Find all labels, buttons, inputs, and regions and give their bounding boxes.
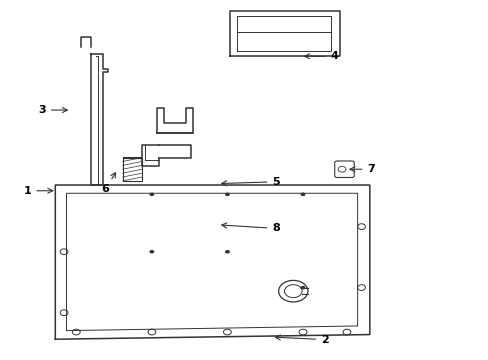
Circle shape (300, 193, 305, 196)
Text: 8: 8 (221, 223, 280, 233)
Text: 3: 3 (38, 105, 67, 115)
Circle shape (224, 250, 229, 253)
Circle shape (300, 286, 305, 289)
Circle shape (149, 193, 154, 196)
Circle shape (224, 193, 229, 196)
Text: 6: 6 (102, 173, 115, 194)
Text: 7: 7 (349, 164, 374, 174)
Text: 5: 5 (221, 177, 280, 187)
Bar (122, 158, 142, 181)
Text: 2: 2 (275, 334, 328, 345)
Circle shape (149, 250, 154, 253)
Text: 4: 4 (304, 51, 338, 61)
Text: 1: 1 (23, 186, 53, 196)
